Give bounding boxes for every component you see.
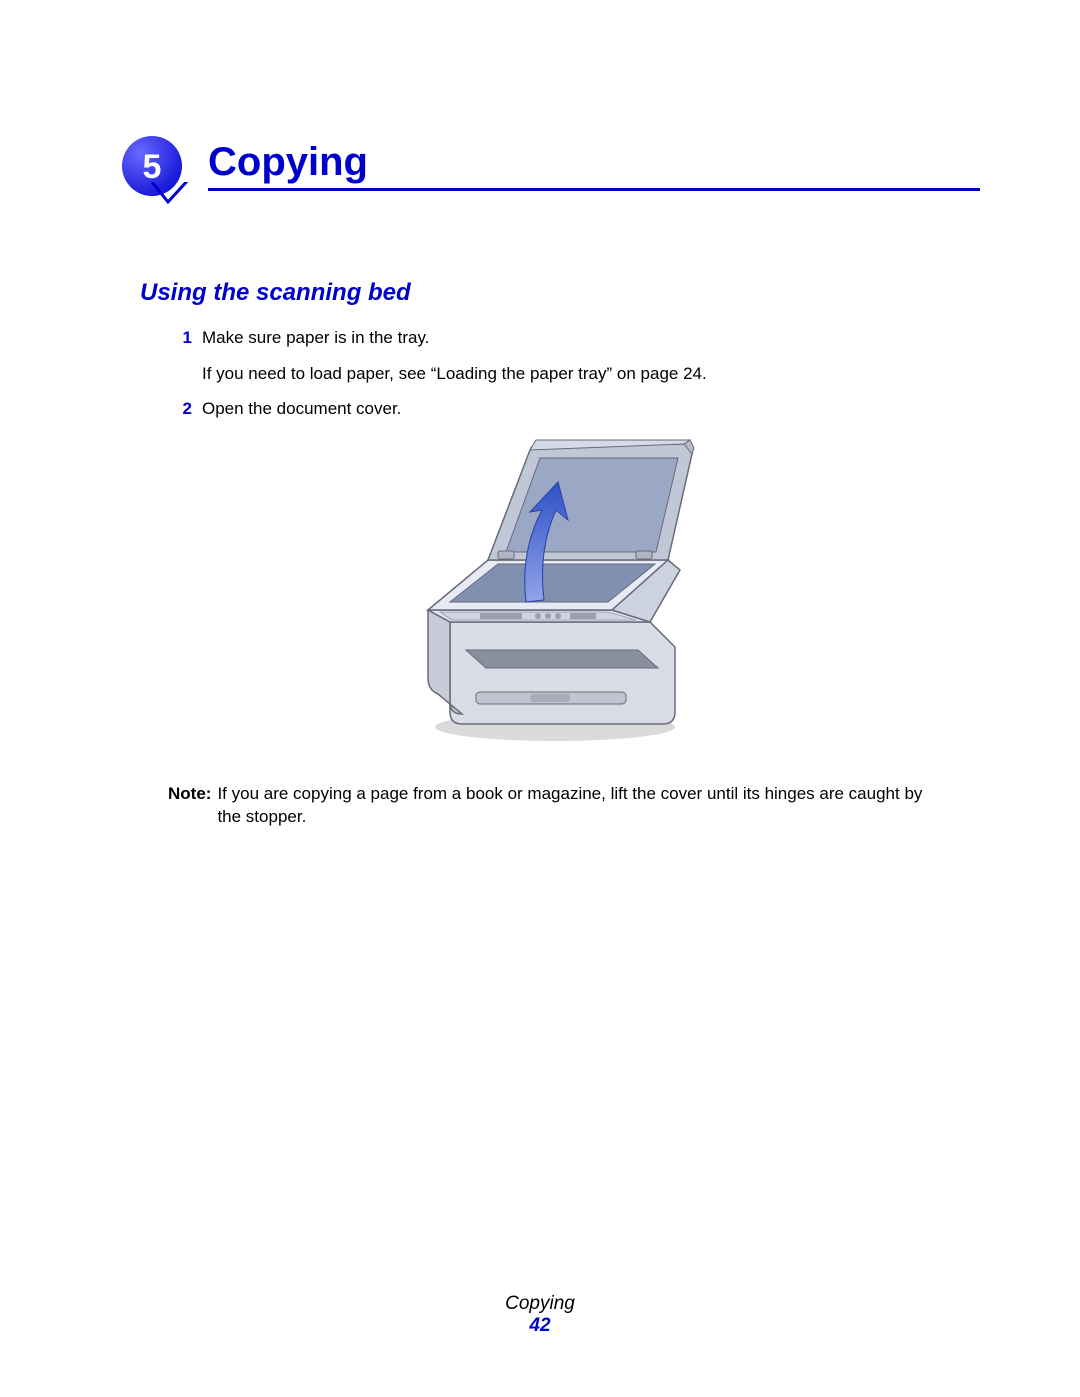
chapter-underline — [208, 188, 980, 191]
printer-open-lid-icon — [380, 432, 720, 752]
chapter-title: Copying — [208, 140, 980, 189]
svg-text:5: 5 — [143, 148, 162, 186]
page-footer: Copying 42 — [0, 1293, 1080, 1337]
chapter-header: 5 Copying — [120, 140, 980, 189]
chapter-check-connector — [140, 182, 212, 218]
step-text-line: Make sure paper is in the tray. — [202, 325, 980, 351]
manual-page: 5 Copying Using the scanning bed 1 Make … — [0, 0, 1080, 1397]
footer-page-number: 42 — [0, 1315, 1080, 1337]
step-item: 1 Make sure paper is in the tray. If you… — [168, 325, 980, 386]
section-title: Using the scanning bed — [140, 279, 980, 307]
step-number: 1 — [168, 325, 192, 386]
step-number: 2 — [168, 396, 192, 422]
step-list: 1 Make sure paper is in the tray. If you… — [168, 325, 980, 422]
step-text-line: Open the document cover. — [202, 396, 980, 422]
scanner-illustration — [120, 432, 980, 752]
step-text: Open the document cover. — [202, 396, 980, 422]
step-text: Make sure paper is in the tray. If you n… — [202, 325, 980, 386]
note-label: Note: — [168, 782, 211, 830]
step-item: 2 Open the document cover. — [168, 396, 980, 422]
step-text-line: If you need to load paper, see “Loading … — [202, 361, 980, 387]
note-text: If you are copying a page from a book or… — [217, 782, 940, 830]
note-block: Note: If you are copying a page from a b… — [168, 782, 940, 830]
footer-section-name: Copying — [0, 1293, 1080, 1315]
